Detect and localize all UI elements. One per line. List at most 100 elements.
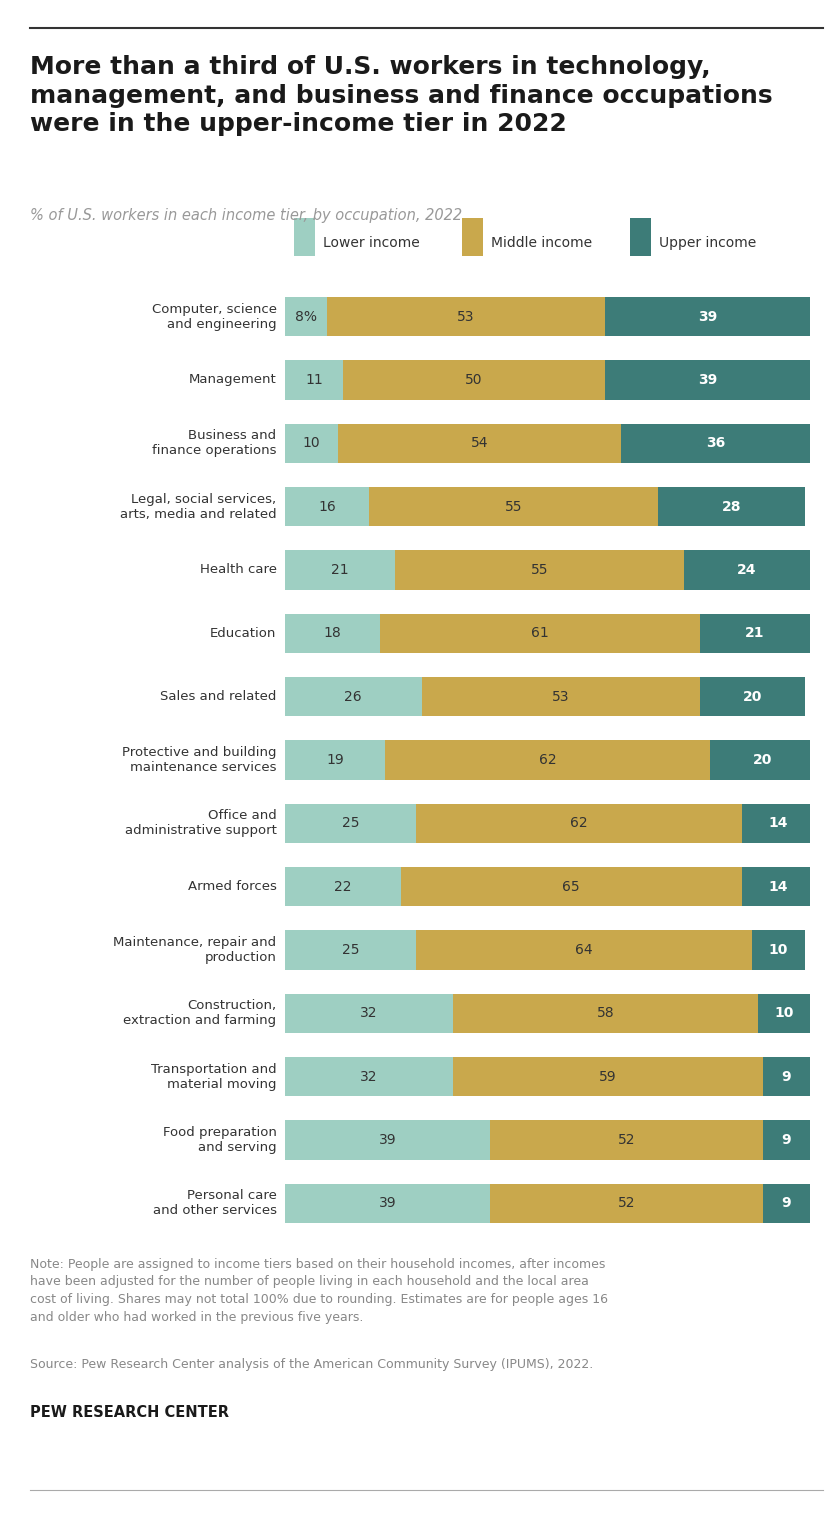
- Text: 9: 9: [781, 1132, 791, 1148]
- Bar: [763, 1120, 810, 1160]
- Bar: [285, 740, 385, 779]
- Text: Health care: Health care: [200, 564, 276, 576]
- Bar: [380, 614, 700, 653]
- Text: 59: 59: [599, 1070, 617, 1084]
- Text: 9: 9: [781, 1196, 791, 1210]
- Text: 14: 14: [769, 816, 788, 831]
- Bar: [285, 867, 401, 907]
- Text: 65: 65: [562, 879, 580, 893]
- Bar: [285, 297, 327, 337]
- Bar: [453, 1057, 763, 1096]
- Text: 55: 55: [505, 500, 522, 514]
- Text: Office and
administrative support: Office and administrative support: [124, 810, 276, 837]
- Text: 10: 10: [769, 943, 788, 957]
- Bar: [396, 550, 684, 590]
- Text: 39: 39: [698, 373, 717, 387]
- Text: 19: 19: [326, 753, 344, 767]
- Bar: [285, 550, 396, 590]
- Text: 53: 53: [552, 690, 570, 703]
- Text: Personal care
and other services: Personal care and other services: [153, 1190, 276, 1217]
- Text: 64: 64: [575, 943, 593, 957]
- Bar: [711, 740, 816, 779]
- Text: 58: 58: [596, 1007, 614, 1020]
- Text: 32: 32: [360, 1070, 378, 1084]
- Bar: [758, 993, 810, 1032]
- Bar: [285, 361, 343, 400]
- Bar: [338, 423, 621, 462]
- Bar: [753, 931, 805, 970]
- Text: Legal, social services,
arts, media and related: Legal, social services, arts, media and …: [120, 493, 276, 520]
- Bar: [369, 487, 658, 526]
- Text: 36: 36: [706, 437, 725, 450]
- Text: Protective and building
maintenance services: Protective and building maintenance serv…: [122, 746, 276, 775]
- Bar: [285, 1120, 490, 1160]
- Text: 16: 16: [318, 500, 336, 514]
- Text: Business and
finance operations: Business and finance operations: [152, 429, 276, 458]
- Text: PEW RESEARCH CENTER: PEW RESEARCH CENTER: [30, 1405, 229, 1420]
- Text: 55: 55: [531, 562, 549, 578]
- Text: Education: Education: [210, 626, 276, 640]
- Bar: [700, 678, 805, 716]
- Bar: [285, 614, 380, 653]
- Text: 50: 50: [465, 373, 483, 387]
- Text: 52: 52: [617, 1132, 635, 1148]
- Text: 10: 10: [302, 437, 320, 450]
- Bar: [606, 361, 810, 400]
- Text: More than a third of U.S. workers in technology,
management, and business and fi: More than a third of U.S. workers in tec…: [30, 55, 773, 136]
- Text: 25: 25: [342, 816, 360, 831]
- Bar: [285, 678, 422, 716]
- Bar: [327, 297, 606, 337]
- Text: Computer, science
and engineering: Computer, science and engineering: [151, 303, 276, 330]
- Bar: [385, 740, 711, 779]
- Text: 9: 9: [781, 1070, 791, 1084]
- Text: 24: 24: [738, 562, 757, 578]
- Text: Note: People are assigned to income tiers based on their household incomes, afte: Note: People are assigned to income tier…: [30, 1258, 608, 1323]
- Text: 21: 21: [331, 562, 349, 578]
- Bar: [285, 803, 417, 843]
- Bar: [763, 1184, 810, 1223]
- Text: Construction,
extraction and farming: Construction, extraction and farming: [123, 999, 276, 1028]
- Text: 18: 18: [323, 626, 341, 640]
- Text: 10: 10: [774, 1007, 794, 1020]
- Text: 22: 22: [334, 879, 351, 893]
- Text: Source: Pew Research Center analysis of the American Community Survey (IPUMS), 2: Source: Pew Research Center analysis of …: [30, 1358, 593, 1370]
- Text: 62: 62: [538, 753, 556, 767]
- Bar: [285, 423, 338, 462]
- Bar: [285, 931, 417, 970]
- Bar: [606, 297, 810, 337]
- Bar: [422, 678, 700, 716]
- Bar: [343, 361, 606, 400]
- Bar: [285, 1057, 453, 1096]
- Text: 21: 21: [745, 626, 764, 640]
- Text: 11: 11: [305, 373, 323, 387]
- Text: 54: 54: [470, 437, 488, 450]
- Bar: [742, 803, 816, 843]
- Text: Transportation and
material moving: Transportation and material moving: [151, 1063, 276, 1090]
- Text: 39: 39: [698, 309, 717, 324]
- Text: 52: 52: [617, 1196, 635, 1210]
- Bar: [401, 867, 742, 907]
- Text: Middle income: Middle income: [491, 236, 592, 250]
- Text: 39: 39: [379, 1132, 396, 1148]
- Text: 61: 61: [531, 626, 549, 640]
- Bar: [490, 1184, 763, 1223]
- Text: 8%: 8%: [295, 309, 317, 324]
- Bar: [417, 803, 742, 843]
- Text: Armed forces: Armed forces: [187, 881, 276, 893]
- Text: Management: Management: [189, 373, 276, 387]
- Text: Lower income: Lower income: [323, 236, 420, 250]
- Text: % of U.S. workers in each income tier, by occupation, 2022: % of U.S. workers in each income tier, b…: [30, 208, 462, 223]
- Text: 53: 53: [457, 309, 475, 324]
- Text: 39: 39: [379, 1196, 396, 1210]
- Bar: [684, 550, 810, 590]
- Text: Food preparation
and serving: Food preparation and serving: [163, 1126, 276, 1154]
- Text: Sales and related: Sales and related: [160, 690, 276, 703]
- Bar: [453, 993, 758, 1032]
- Text: 20: 20: [753, 753, 773, 767]
- Text: 32: 32: [360, 1007, 378, 1020]
- Bar: [742, 867, 816, 907]
- Bar: [285, 1184, 490, 1223]
- Text: Upper income: Upper income: [659, 236, 757, 250]
- Bar: [621, 423, 810, 462]
- Text: 20: 20: [743, 690, 762, 703]
